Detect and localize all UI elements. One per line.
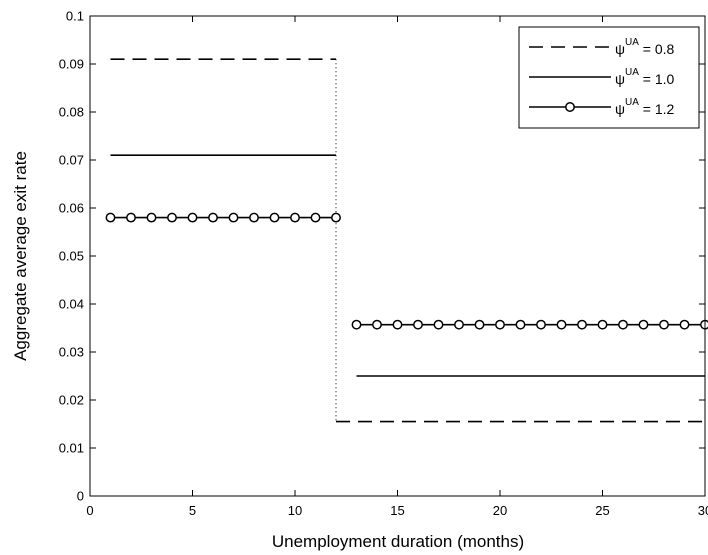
- series-2-point: [269, 212, 280, 223]
- x-tick-label: 5: [189, 503, 196, 518]
- series-2-point: [495, 319, 505, 330]
- series-2-point: [228, 212, 239, 223]
- x-tick-label: 30: [698, 503, 708, 518]
- series-2-point: [577, 319, 587, 330]
- legend-label-2: ψUA = 1.2: [615, 97, 675, 117]
- legend-marker-2: [565, 102, 575, 112]
- y-tick-label: 0.09: [59, 57, 84, 72]
- x-tick-label: 15: [390, 503, 404, 518]
- series-2-point: [454, 319, 464, 330]
- series-2-point: [638, 319, 649, 330]
- series-2-point: [433, 319, 444, 330]
- series-2-point: [167, 212, 177, 223]
- y-tick-label: 0.04: [59, 297, 84, 312]
- x-tick-label: 20: [493, 503, 507, 518]
- legend-label-0: ψUA = 0.8: [615, 37, 675, 57]
- plot-area: [105, 58, 708, 423]
- y-tick-label: 0.03: [59, 345, 84, 360]
- series-2-point: [290, 212, 300, 223]
- series-2-point: [372, 319, 382, 330]
- y-axis-title: Aggregate average exit rate: [11, 151, 30, 361]
- y-tick-label: 0.08: [59, 105, 84, 120]
- series-2-point: [474, 319, 485, 330]
- series-2-point: [146, 212, 157, 223]
- y-tick-label: 0.1: [66, 9, 84, 24]
- series-2-point: [310, 212, 321, 223]
- series-2-point: [679, 319, 690, 330]
- y-tick-label: 0.01: [59, 441, 84, 456]
- series-2-point: [126, 212, 136, 223]
- series-2-point: [556, 319, 567, 330]
- series-2-point: [618, 319, 628, 330]
- series-2-line: [110, 216, 705, 326]
- series-2-point: [659, 319, 669, 330]
- series-2-point: [515, 319, 526, 330]
- series-2-point: [392, 319, 403, 330]
- y-tick-label: 0.05: [59, 249, 84, 264]
- series-2-point: [105, 212, 116, 223]
- series-2-point: [413, 319, 423, 330]
- series-2-point: [700, 319, 708, 330]
- y-tick-label: 0.06: [59, 201, 84, 216]
- legend-label-1: ψUA = 1.0: [615, 67, 675, 87]
- series-2-point: [351, 319, 362, 330]
- series-2-point: [208, 212, 218, 223]
- series-2-point: [536, 319, 546, 330]
- series-2-point: [331, 212, 341, 223]
- x-tick-label: 25: [595, 503, 609, 518]
- legend: ψUA = 0.8 ψUA = 1.0 ψUA = 1.2: [518, 26, 700, 129]
- y-tick-label: 0: [77, 489, 84, 504]
- x-axis-title: Unemployment duration (months): [272, 532, 524, 551]
- series-2-point: [249, 212, 259, 223]
- y-tick-label: 0.02: [59, 393, 84, 408]
- series-2-point: [597, 319, 608, 330]
- axes: 0 5 10 15 20 25 30 0 0.01 0.02 0.03 0.04 0.05 0.06 0.0…: [59, 9, 708, 519]
- x-tick-label: 10: [288, 503, 302, 518]
- y-tick-label: 0.07: [59, 153, 84, 168]
- series-2-point: [187, 212, 198, 223]
- x-tick-label: 0: [86, 503, 93, 518]
